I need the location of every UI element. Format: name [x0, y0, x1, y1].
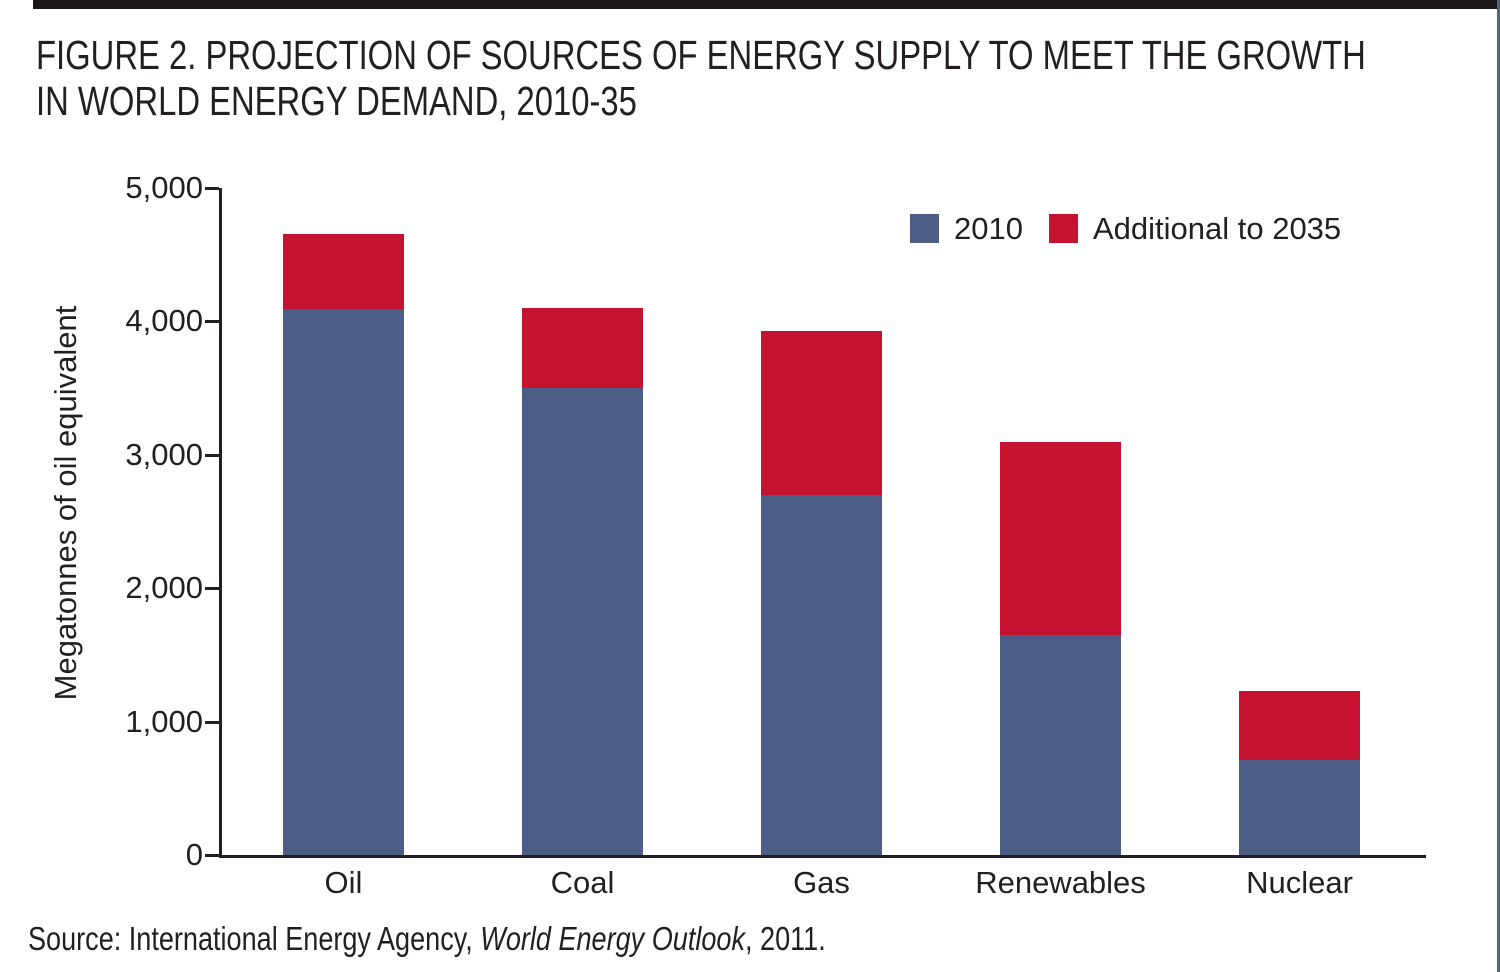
y-tick-label-3000: 3,000 — [125, 437, 203, 472]
x-category-label-renewables: Renewables — [975, 865, 1146, 900]
source-prefix: Source: International Energy Agency, — [28, 920, 481, 957]
x-category-label-coal: Coal — [550, 865, 615, 900]
bar-nuclear-2010 — [1239, 760, 1360, 855]
y-tick-label-1000: 1,000 — [125, 704, 203, 739]
legend-item-additional-to-2035: Additional to 2035 — [1048, 211, 1342, 246]
y-tick-mark-0 — [205, 854, 219, 857]
y-tick-label-0: 0 — [185, 837, 203, 872]
y-tick-mark-3000 — [205, 454, 219, 457]
bar-renewables-2010 — [1000, 635, 1121, 855]
top-rule — [33, 0, 1500, 9]
legend-item-2010: 2010 — [910, 213, 1023, 244]
y-tick-label-2000: 2,000 — [125, 570, 203, 605]
bar-nuclear-additional-to-2035 — [1239, 691, 1360, 760]
source-line: Source: International Energy Agency, Wor… — [28, 920, 826, 958]
bar-gas-2010 — [761, 495, 882, 855]
bar-oil-2010 — [283, 309, 404, 855]
y-tick-mark-5000 — [205, 187, 219, 190]
chart-legend: 2010 Additional to 2035 — [910, 213, 1341, 244]
y-tick-label-4000: 4,000 — [125, 303, 203, 338]
y-tick-mark-1000 — [205, 721, 219, 724]
bar-gas-additional-to-2035 — [761, 331, 882, 495]
x-category-label-nuclear: Nuclear — [1246, 865, 1353, 900]
bar-coal-additional-to-2035 — [522, 308, 643, 388]
x-category-label-oil: Oil — [324, 865, 363, 900]
bar-renewables-additional-to-2035 — [1000, 442, 1121, 635]
y-tick-mark-2000 — [205, 587, 219, 590]
right-edge-rule — [1497, 0, 1500, 972]
plot-area — [219, 188, 1426, 858]
y-tick-mark-4000 — [205, 320, 219, 323]
legend-label-2010: 2010 — [954, 211, 1023, 246]
source-italic-title: World Energy Outlook — [480, 920, 745, 957]
figure-title: FIGURE 2. PROJECTION OF SOURCES OF ENERG… — [36, 32, 1366, 124]
source-suffix: , 2011. — [744, 920, 826, 957]
legend-swatch-additional-icon — [1048, 214, 1078, 243]
figure-title-line2: IN WORLD ENERGY DEMAND, 2010-35 — [36, 78, 637, 124]
figure-title-line1: FIGURE 2. PROJECTION OF SOURCES OF ENERG… — [36, 32, 1366, 78]
legend-swatch-2010-icon — [910, 214, 939, 243]
x-category-label-gas: Gas — [793, 865, 850, 900]
legend-label-additional: Additional to 2035 — [1092, 211, 1342, 246]
y-tick-label-5000: 5,000 — [125, 170, 203, 205]
bar-coal-2010 — [522, 388, 643, 855]
bar-oil-additional-to-2035 — [283, 234, 404, 309]
y-axis-title: Megatonnes of oil equivalent — [48, 305, 83, 701]
